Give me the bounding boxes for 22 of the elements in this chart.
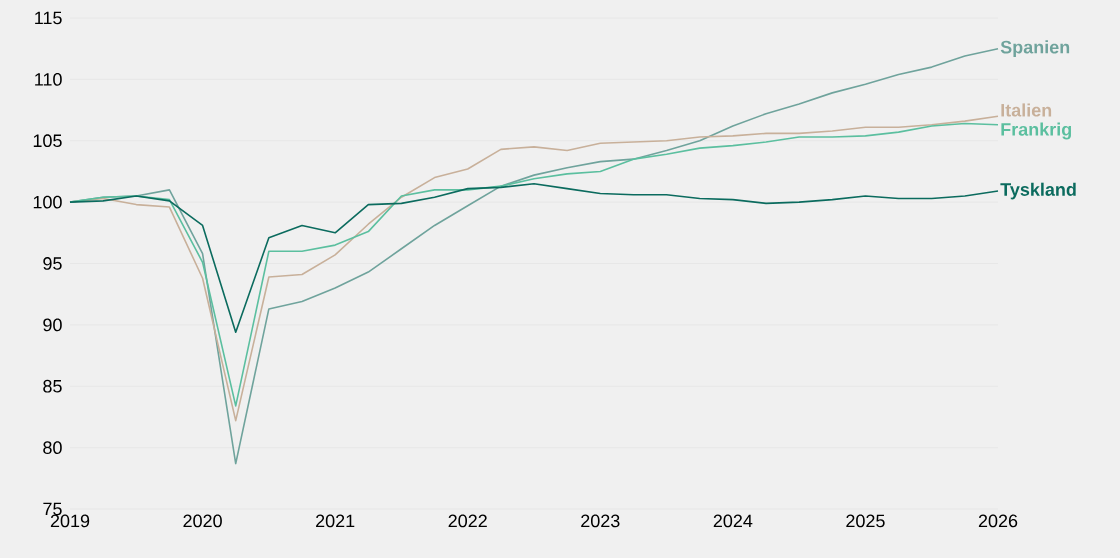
y-tick-label: 105 xyxy=(33,134,62,148)
x-tick-label: 2025 xyxy=(846,514,885,528)
y-tick-label: 115 xyxy=(35,11,62,25)
x-tick-label: 2022 xyxy=(448,514,487,528)
x-tick-label: 2026 xyxy=(978,514,1018,528)
x-tick-label: 2021 xyxy=(316,514,355,528)
line-series xyxy=(69,182,999,334)
y-tick-label: 95 xyxy=(43,257,62,270)
y-tick-label: 100 xyxy=(33,195,62,209)
x-tick-label: 2019 xyxy=(50,514,90,528)
series-label: Italien xyxy=(1001,103,1052,117)
x-tick-label: 2024 xyxy=(713,514,753,528)
y-tick-label: 90 xyxy=(43,318,62,332)
x-tick-label: 2023 xyxy=(581,514,620,528)
series-label: Frankrig xyxy=(1001,122,1072,140)
y-tick-label: 110 xyxy=(35,72,62,86)
y-tick-label: 80 xyxy=(43,441,62,454)
x-tick-label: 2020 xyxy=(183,514,222,528)
y-tick-label: 85 xyxy=(43,379,62,393)
series-label: Tyskland xyxy=(1000,182,1076,200)
y-tick-label: 75 xyxy=(43,502,62,516)
series-label: Spanien xyxy=(1000,40,1070,58)
